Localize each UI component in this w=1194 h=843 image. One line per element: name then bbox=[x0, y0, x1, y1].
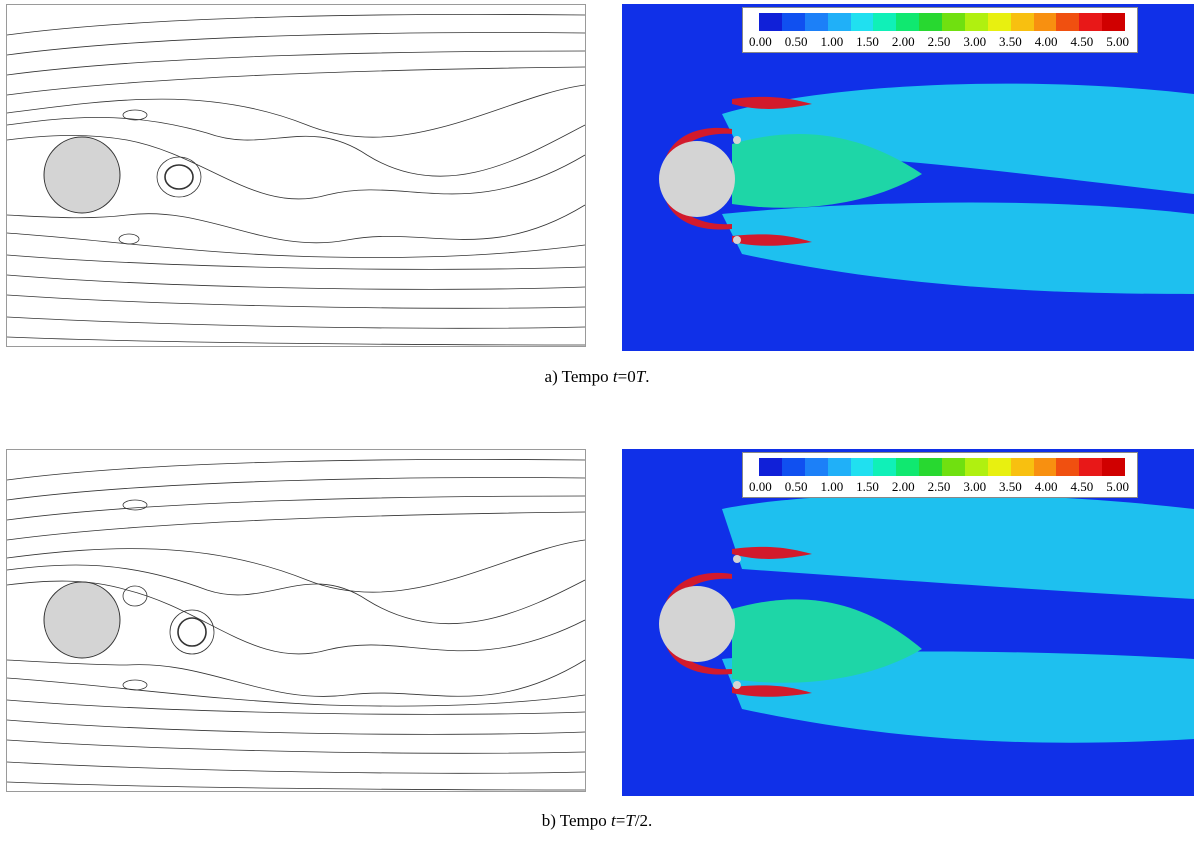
contour-plot-a: 0.00 0.50 1.00 1.50 2.00 2.50 3.00 3.50 … bbox=[622, 4, 1194, 351]
colorbar-gradient bbox=[759, 13, 1125, 31]
colorbar-ticks: 0.00 0.50 1.00 1.50 2.00 2.50 3.00 3.50 … bbox=[749, 34, 1129, 50]
colorbar: 0.00 0.50 1.00 1.50 2.00 2.50 3.00 3.50 … bbox=[742, 452, 1138, 498]
colorbar-tick: 1.00 bbox=[820, 479, 844, 494]
colorbar-tick: 4.00 bbox=[1034, 479, 1058, 494]
streamline-plot-a bbox=[6, 4, 586, 347]
colorbar-tick: 1.50 bbox=[856, 479, 879, 494]
colorbar-tick: 5.00 bbox=[1106, 34, 1129, 49]
colorbar-ticks: 0.00 0.50 1.00 1.50 2.00 2.50 3.00 3.50 … bbox=[749, 479, 1129, 495]
colorbar-tick: 1.00 bbox=[820, 34, 844, 49]
colorbar-tick: 3.00 bbox=[963, 479, 987, 494]
colorbar-tick: 2.00 bbox=[891, 479, 915, 494]
colorbar-tick: 0.50 bbox=[784, 479, 808, 494]
colorbar-tick: 3.50 bbox=[999, 34, 1022, 49]
colorbar: 0.00 0.50 1.00 1.50 2.00 2.50 3.00 3.50 … bbox=[742, 7, 1138, 53]
colorbar-tick: 2.50 bbox=[927, 34, 951, 49]
colorbar-tick: 4.50 bbox=[1070, 479, 1094, 494]
colorbar-gradient bbox=[759, 458, 1125, 476]
colorbar-tick: 0.00 bbox=[749, 34, 772, 49]
colorbar-tick: 3.00 bbox=[963, 34, 987, 49]
colorbar-tick: 4.50 bbox=[1070, 34, 1094, 49]
streamline-plot-b bbox=[6, 449, 586, 792]
colorbar-tick: 2.00 bbox=[891, 34, 915, 49]
colorbar-tick: 4.00 bbox=[1034, 34, 1058, 49]
caption-b: b) Tempo t=T/2. bbox=[541, 811, 653, 830]
caption-a: a) Tempo t=0T. bbox=[544, 367, 650, 386]
colorbar-tick: 3.50 bbox=[999, 479, 1022, 494]
contour-plot-b: 0.00 0.50 1.00 1.50 2.00 2.50 3.00 3.50 … bbox=[622, 449, 1194, 796]
colorbar-tick: 0.50 bbox=[784, 34, 808, 49]
colorbar-tick: 0.00 bbox=[749, 479, 772, 494]
colorbar-tick: 5.00 bbox=[1106, 479, 1129, 494]
colorbar-tick: 1.50 bbox=[856, 34, 879, 49]
colorbar-tick: 2.50 bbox=[927, 479, 951, 494]
